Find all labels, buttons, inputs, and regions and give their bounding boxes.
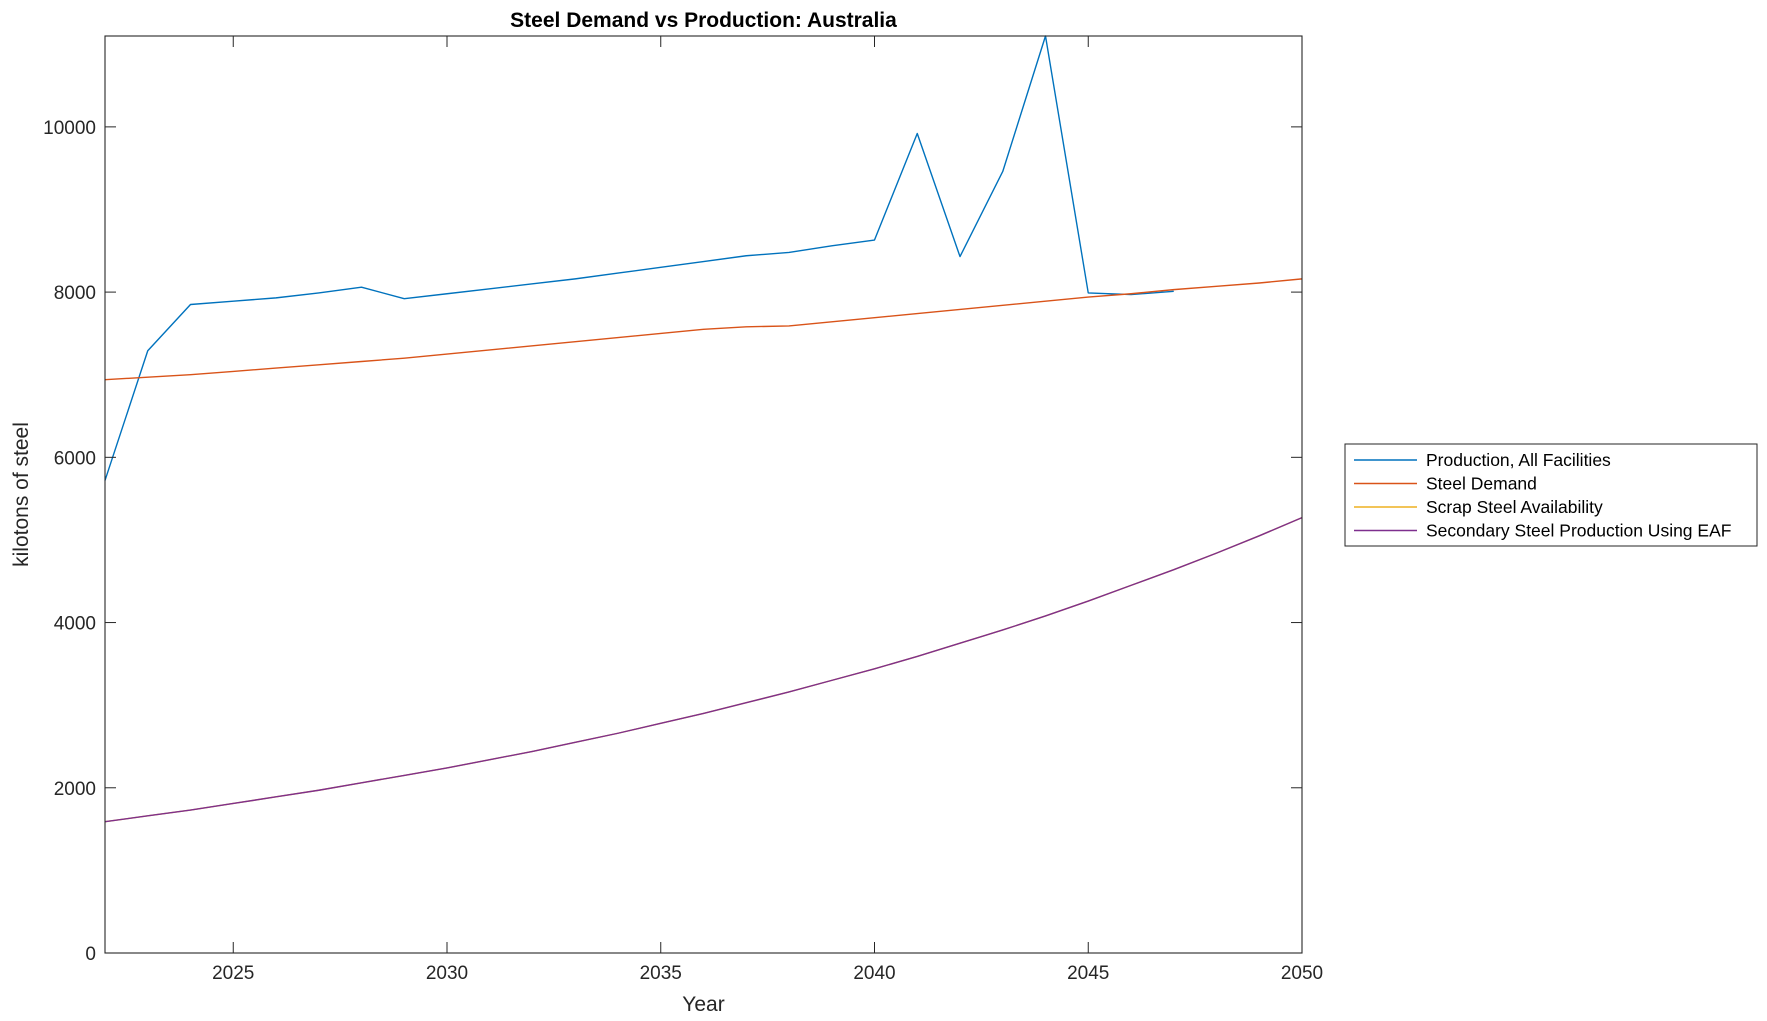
- axes: 2025 2030 2035 2040 2045 2050 0 2000 4000 6000 800…: [43, 35, 1323, 984]
- x-tick-label: 2040: [853, 963, 895, 984]
- chart-title: Steel Demand vs Production: Australia: [510, 9, 897, 32]
- legend: Production, All Facilities Steel Demand Sc…: [1344, 443, 1758, 547]
- x-tick-label: 2050: [1281, 963, 1323, 984]
- x-tick-label: 2045: [1067, 963, 1109, 984]
- x-tick-label: 2035: [640, 963, 682, 984]
- series-line-1: [104, 278, 1303, 381]
- legend-entry-0: Production, All Facilities: [1426, 450, 1611, 470]
- legend-entry-1: Steel Demand: [1426, 474, 1537, 494]
- legend-entry-3: Secondary Steel Production Using EAF: [1426, 521, 1731, 541]
- legend-entry-2: Scrap Steel Availability: [1426, 497, 1603, 517]
- y-tick-label: 0: [85, 944, 96, 965]
- x-axis-label: Year: [682, 993, 724, 1016]
- legend-box: [1344, 443, 1758, 547]
- y-tick-label: 2000: [54, 779, 96, 800]
- series-line-3: [104, 516, 1303, 823]
- axes-box: [104, 35, 1303, 954]
- y-axis-label: kilotons of steel: [10, 422, 33, 567]
- x-tick-label: 2025: [212, 963, 254, 984]
- y-tick-label: 10000: [43, 118, 96, 139]
- series-line-0: [104, 35, 1174, 481]
- y-tick-label: 8000: [54, 283, 96, 304]
- y-tick-label: 4000: [54, 614, 96, 635]
- plot-area: [104, 35, 1303, 823]
- y-tick-label: 6000: [54, 448, 96, 469]
- x-tick-label: 2030: [426, 963, 468, 984]
